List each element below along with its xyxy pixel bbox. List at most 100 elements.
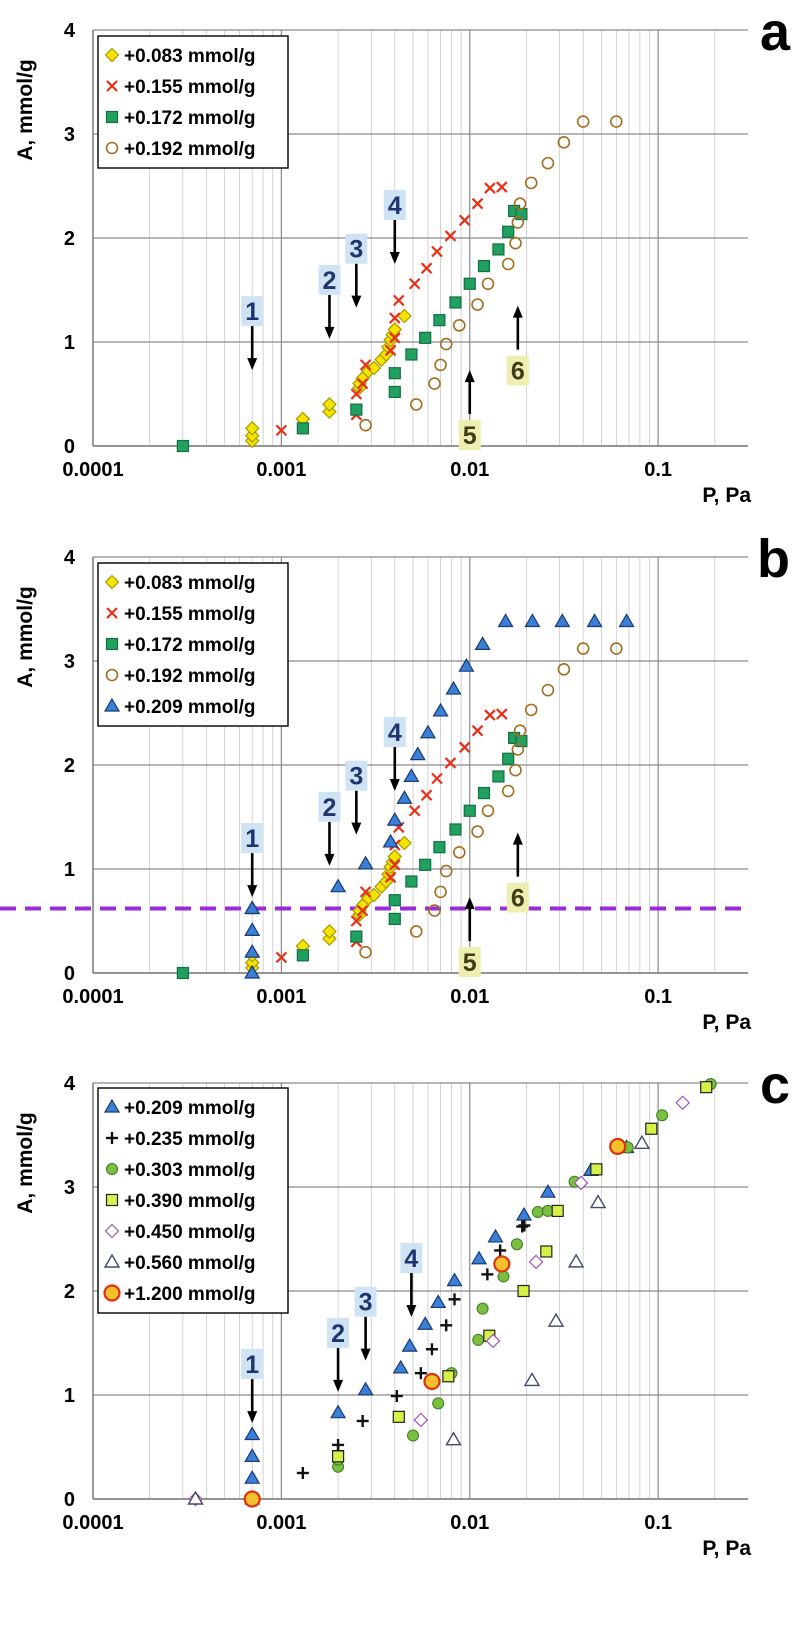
series-1 bbox=[296, 1219, 531, 1479]
data-point bbox=[633, 1134, 651, 1150]
data-point bbox=[428, 377, 441, 390]
legend-label: +0.209 mmol/g bbox=[124, 1098, 255, 1119]
annotation-arrow-head bbox=[464, 370, 475, 383]
annotation-label: 5 bbox=[463, 949, 477, 977]
legend-entry: +0.192 mmol/g bbox=[105, 139, 255, 160]
legend-marker bbox=[104, 47, 120, 63]
data-point bbox=[431, 245, 443, 258]
data-point bbox=[384, 871, 397, 884]
data-point bbox=[458, 214, 471, 227]
legend-entry: +0.450 mmol/g bbox=[104, 1222, 255, 1243]
x-tick-label: 0.001 bbox=[256, 459, 306, 481]
data-point bbox=[388, 367, 401, 380]
data-point bbox=[452, 319, 466, 332]
annotation-label: 6 bbox=[511, 358, 525, 386]
data-point bbox=[414, 1367, 427, 1380]
data-point bbox=[397, 835, 412, 851]
x-tick-label: 0.01 bbox=[450, 986, 489, 1008]
data-point bbox=[392, 1410, 405, 1423]
legend-marker bbox=[105, 668, 119, 682]
data-point-stroke-b bbox=[359, 359, 372, 371]
data-point bbox=[275, 424, 288, 437]
legend-label: +0.083 mmol/g bbox=[124, 573, 255, 594]
data-point bbox=[481, 804, 495, 818]
x-tick-label: 0.001 bbox=[256, 1512, 306, 1534]
annotation-3: 3 bbox=[345, 233, 368, 308]
legend-entry: +0.172 mmol/g bbox=[105, 108, 255, 129]
data-point bbox=[541, 156, 555, 170]
legend-label: +0.235 mmol/g bbox=[124, 1129, 255, 1150]
legend-marker bbox=[106, 607, 118, 619]
legend-label: +0.303 mmol/g bbox=[124, 1160, 255, 1181]
data-point bbox=[449, 823, 462, 836]
y-tick-label: 0 bbox=[64, 1489, 75, 1511]
data-point bbox=[494, 1244, 507, 1257]
y-axis-label: A, mmol/g bbox=[14, 1112, 37, 1214]
legend-entry: +0.560 mmol/g bbox=[103, 1253, 255, 1274]
data-point bbox=[408, 277, 421, 290]
legend-label: +0.172 mmol/g bbox=[124, 108, 255, 129]
data-point bbox=[452, 846, 466, 859]
data-point bbox=[296, 1467, 309, 1479]
legend-marker bbox=[106, 1132, 118, 1144]
legend-label: +0.172 mmol/g bbox=[124, 635, 255, 656]
data-point bbox=[492, 770, 505, 783]
data-point-stroke-b bbox=[275, 951, 288, 964]
data-point bbox=[471, 298, 484, 311]
data-point bbox=[388, 894, 401, 907]
series-0 bbox=[244, 1139, 635, 1505]
data-point-stroke-b bbox=[408, 277, 421, 290]
legend-label: +1.200 mmol/g bbox=[124, 1284, 255, 1305]
annotation-label-box bbox=[506, 355, 529, 386]
data-point bbox=[586, 613, 603, 628]
annotation-label-box bbox=[327, 1317, 350, 1348]
annotation-4: 4 bbox=[383, 190, 406, 264]
annotation-label: 5 bbox=[463, 422, 477, 450]
annotation-label: 2 bbox=[323, 794, 337, 822]
data-point bbox=[439, 337, 453, 351]
annotation-5: 5 bbox=[458, 370, 481, 451]
annotation-arrow-head bbox=[351, 822, 362, 835]
data-point bbox=[496, 181, 508, 193]
data-point bbox=[331, 1450, 345, 1463]
data-point bbox=[244, 1426, 261, 1441]
data-point bbox=[484, 709, 496, 721]
data-point bbox=[397, 308, 412, 324]
legend: +0.083 mmol/g +0.155 mmol/g +0.172 mmol/g +… bbox=[97, 35, 289, 169]
data-point bbox=[481, 1268, 494, 1281]
series-1 bbox=[177, 181, 508, 452]
data-point bbox=[497, 1270, 510, 1283]
annotation-label: 4 bbox=[404, 1245, 418, 1273]
data-point bbox=[445, 680, 462, 695]
annotation-arrow-head bbox=[351, 295, 362, 308]
data-point bbox=[389, 312, 401, 324]
y-tick-label: 4 bbox=[64, 547, 76, 569]
legend-marker bbox=[103, 1253, 121, 1268]
data-point bbox=[511, 743, 525, 756]
data-point bbox=[409, 746, 426, 761]
data-point-stroke-b bbox=[458, 214, 471, 227]
data-point-stroke-b bbox=[389, 332, 401, 344]
data-point bbox=[433, 841, 446, 854]
annotation-label-box bbox=[318, 791, 341, 822]
data-point bbox=[350, 403, 363, 416]
annotation-arrow-head bbox=[360, 1348, 371, 1361]
data-point bbox=[405, 348, 418, 361]
annotation-label: 6 bbox=[511, 885, 525, 913]
annotation-arrow-head bbox=[389, 252, 400, 264]
data-point bbox=[388, 385, 401, 399]
x-axis-label: P, Pa bbox=[702, 484, 751, 507]
series-0 bbox=[244, 308, 412, 449]
y-tick-label: 2 bbox=[64, 228, 75, 250]
data-point-stroke-b bbox=[359, 886, 372, 898]
data-point bbox=[515, 1206, 533, 1221]
data-point-stroke-b bbox=[496, 181, 508, 193]
data-point-stroke-b bbox=[384, 871, 397, 884]
data-point bbox=[356, 904, 369, 917]
annotation-arrow-head bbox=[464, 897, 475, 910]
data-point bbox=[485, 1333, 501, 1349]
annotation-label-box bbox=[354, 1286, 377, 1317]
data-point bbox=[524, 176, 538, 190]
annotation-arrow-head bbox=[247, 1411, 258, 1424]
data-point bbox=[509, 236, 522, 250]
